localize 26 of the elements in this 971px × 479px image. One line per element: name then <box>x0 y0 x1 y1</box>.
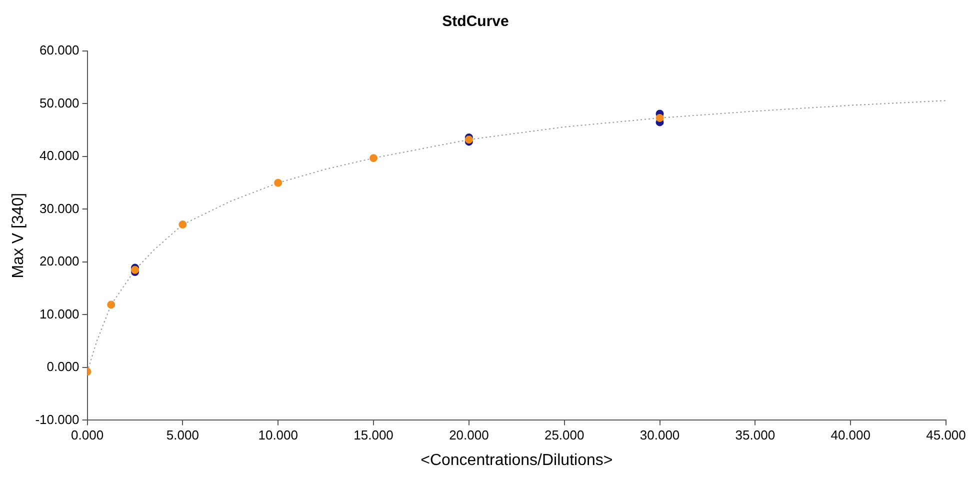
x-axis-title: <Concentrations/Dilutions> <box>420 452 613 469</box>
x-tick-label: 35.000 <box>735 428 776 443</box>
chart-title: StdCurve <box>442 13 509 30</box>
y-tick-label: -10.000 <box>35 412 80 427</box>
y-axis-title: Max V [340] <box>10 192 28 278</box>
y-tick-label: 40.000 <box>40 148 80 164</box>
x-tick-label: 25.000 <box>544 428 584 443</box>
x-tick-label: 40.000 <box>830 428 870 443</box>
x-tick-label: 10.000 <box>258 428 298 443</box>
x-tick-label: 20.000 <box>449 428 489 443</box>
point <box>656 114 664 122</box>
point <box>274 178 282 187</box>
x-tick-label: 0.000 <box>71 428 104 443</box>
x-tick-label: 30.000 <box>640 428 680 443</box>
point <box>370 154 378 162</box>
point <box>107 300 116 309</box>
x-tick-label: 5.000 <box>166 428 199 443</box>
y-tick-label: 0.000 <box>46 359 80 374</box>
x-tick-label: 15.000 <box>354 428 394 443</box>
y-tick-label: 60.000 <box>40 42 80 58</box>
y-tick-label: 20.000 <box>40 254 80 269</box>
y-tick-label: 50.000 <box>40 95 80 110</box>
x-tick-label: 45.000 <box>926 428 966 443</box>
y-tick-label: 30.000 <box>40 200 80 216</box>
y-tick-label: 10.000 <box>40 306 80 322</box>
point <box>178 220 187 229</box>
